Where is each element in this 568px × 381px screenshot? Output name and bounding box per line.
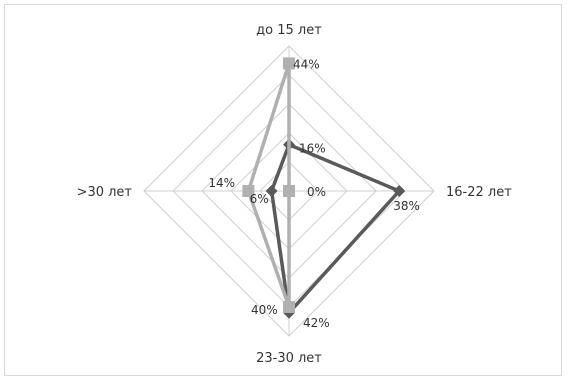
category-label-1: 16-22 лет xyxy=(446,185,512,200)
series-0-data-label-1: 38% xyxy=(393,199,420,213)
series-1-marker-2 xyxy=(283,301,295,313)
series-0-marker-1 xyxy=(393,185,406,197)
series-0-data-label-3: 6% xyxy=(250,192,269,206)
series-1-marker-3 xyxy=(242,185,255,197)
series-1-data-label-0: 44% xyxy=(293,57,320,71)
series-0-marker-3 xyxy=(265,185,278,197)
category-label-0: до 15 лет xyxy=(256,23,322,38)
category-label-2: 23-30 лет xyxy=(256,351,322,366)
series-1-data-label-3: 14% xyxy=(208,176,235,190)
labels: до 15 лет 16-22 лет 23-30 лет >30 лет 16% 38%… xyxy=(77,23,513,366)
series-1-marker-0 xyxy=(283,57,295,70)
series-1-marker-1 xyxy=(283,185,295,197)
series-1-data-label-2: 40% xyxy=(251,303,278,317)
series-0-data-label-2: 42% xyxy=(303,316,330,330)
category-label-3: >30 лет xyxy=(77,185,133,200)
series-1-data-label-1: 0% xyxy=(307,185,326,199)
series xyxy=(242,57,406,319)
series-0-data-label-0: 16% xyxy=(299,142,326,156)
